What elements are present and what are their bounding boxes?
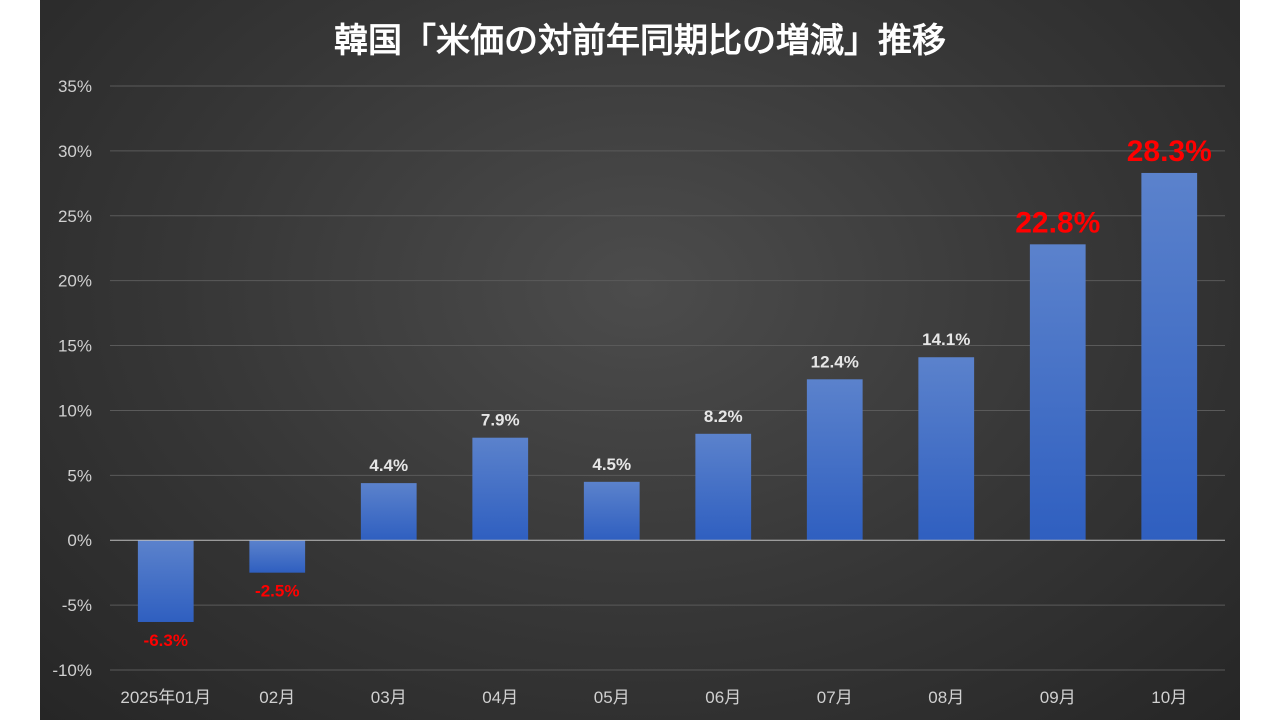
data-label: 8.2% [704,407,743,426]
bar [806,379,863,541]
bar-chart: 韓国「米価の対前年同期比の増減」推移 35% 30% 25% 20% 15% 10% 5% 0… [52,21,1225,707]
data-label: 14.1% [922,330,970,349]
data-labels: -6.3% -2.5% 4.4% 7.9% 4.5% 8.2% 12.4% 14.1% 22.8… [144,135,1212,650]
y-tick-label: 10% [58,401,92,420]
bar [137,540,194,622]
y-tick-label: 0% [67,531,92,550]
gridlines [110,85,1225,671]
data-label: 4.4% [369,456,408,475]
y-tick-label: 35% [58,77,92,96]
bar [918,357,975,541]
data-label: 22.8% [1015,206,1100,239]
bar [583,481,640,541]
data-label: 7.9% [481,411,520,430]
x-tick-label: 05月 [594,688,630,707]
y-tick-label: 20% [58,272,92,291]
bar [1141,172,1198,541]
bar [1029,244,1086,541]
x-tick-label: 04月 [482,688,518,707]
bar [472,437,529,541]
x-tick-label: 10月 [1151,688,1187,707]
y-tick-label: 15% [58,337,92,356]
x-tick-label: 06月 [705,688,741,707]
chart-title: 韓国「米価の対前年同期比の増減」推移 [334,21,946,61]
data-label: 28.3% [1127,135,1212,168]
x-tick-label: 08月 [928,688,964,707]
chart-stage: 韓国「米価の対前年同期比の増減」推移 35% 30% 25% 20% 15% 10% 5% 0… [40,0,1240,720]
y-axis-tick-labels: 35% 30% 25% 20% 15% 10% 5% 0% -5% -10% [52,77,92,680]
x-tick-label: 09月 [1040,688,1076,707]
data-label: -6.3% [144,631,188,650]
x-tick-label: 03月 [371,688,407,707]
data-label: 12.4% [811,352,859,371]
x-tick-label: 02月 [259,688,295,707]
x-tick-label: 2025年01月 [120,688,211,707]
bar [360,483,417,541]
bar [249,540,306,573]
x-axis-tick-labels: 2025年01月 02月 03月 04月 05月 06月 07月 08月 09月 10月 [120,688,1187,707]
y-tick-label: 25% [58,207,92,226]
bar [695,433,752,541]
y-tick-label: -10% [52,661,92,680]
data-label: 4.5% [592,455,631,474]
y-tick-label: 5% [67,466,92,485]
bars [137,172,1198,622]
x-tick-label: 07月 [817,688,853,707]
y-tick-label: -5% [62,596,92,615]
data-label: -2.5% [255,582,299,601]
y-tick-label: 30% [58,142,92,161]
